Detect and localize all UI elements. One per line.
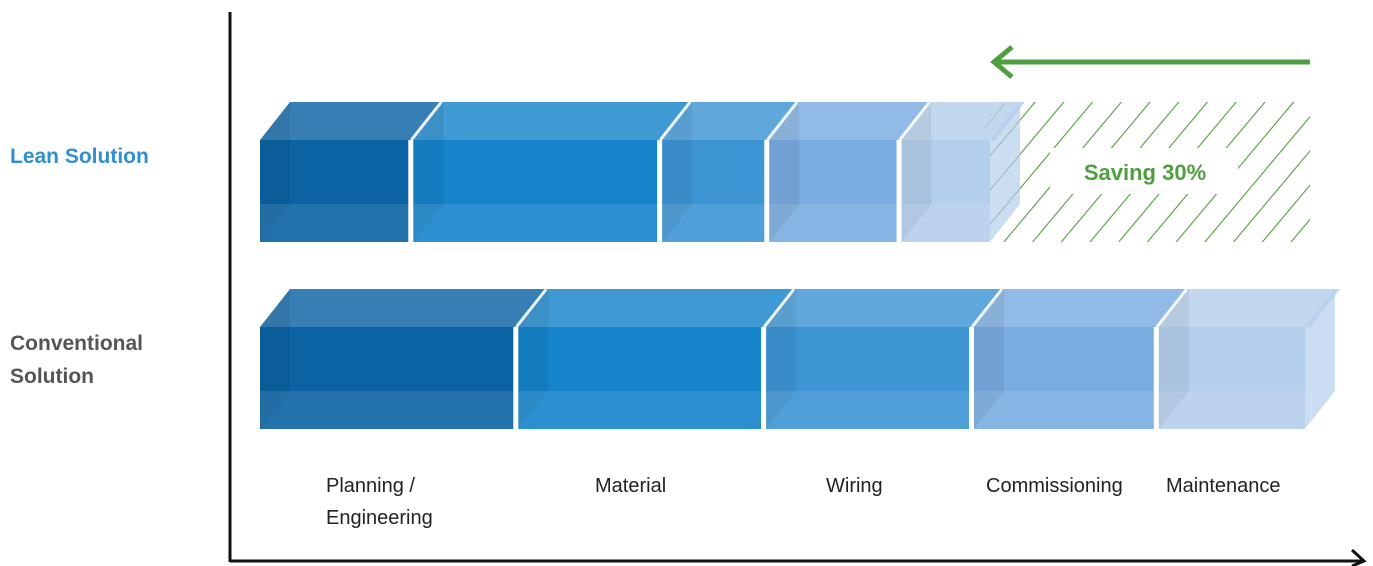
phase-label-line: Material [595, 475, 667, 497]
phase-label-planning-engineering: Planning / Engineering [326, 470, 433, 534]
row-label-lean-solution: Lean Solution [10, 140, 149, 173]
lean-segment-planning-engineering [260, 102, 444, 242]
phase-label-commissioning: Commissioning [986, 470, 1123, 502]
segment-divider [410, 101, 443, 141]
x-axis-arrowhead [1350, 548, 1367, 566]
conventional-segment-wiring [766, 289, 1004, 429]
segment-divider [1155, 288, 1188, 328]
lean-bar-end-face [990, 102, 1020, 242]
segment-divider [762, 288, 796, 328]
row-label-line: Conventional [10, 332, 144, 355]
row-label-line: Lean Solution [10, 145, 149, 168]
conventional-segment-material [518, 289, 797, 429]
lean-segment-material [413, 102, 693, 242]
saving-arrow-head [990, 45, 1014, 79]
saving-label: Saving 30% [1084, 160, 1206, 185]
phase-label-line: Engineering [326, 507, 433, 529]
segment-divider [766, 101, 799, 141]
phase-label-line: Maintenance [1166, 475, 1281, 497]
conventional-bar-end-face [1305, 289, 1335, 429]
lean-segment-maintenance [901, 102, 1025, 242]
phase-label-wiring: Wiring [826, 470, 883, 502]
conventional-segment-commissioning [974, 289, 1189, 429]
segment-divider [658, 101, 692, 141]
row-label-conventional-solution: Conventional Solution [10, 327, 143, 393]
phase-label-maintenance: Maintenance [1166, 470, 1281, 502]
segment-divider [970, 288, 1004, 328]
phase-label-line: Wiring [826, 475, 883, 497]
row-label-line: Solution [10, 365, 94, 388]
phase-label-material: Material [595, 470, 666, 502]
phase-label-line: Commissioning [986, 475, 1123, 497]
phase-label-line: Planning / [326, 475, 415, 497]
saving-label-background [1050, 148, 1238, 194]
segment-divider [898, 101, 931, 141]
conventional-segment-maintenance [1158, 289, 1340, 429]
lean-segment-commissioning [769, 102, 932, 242]
segment-divider [515, 288, 548, 328]
conventional-segment-planning-engineering [260, 289, 549, 429]
lean-segment-wiring [662, 102, 800, 242]
